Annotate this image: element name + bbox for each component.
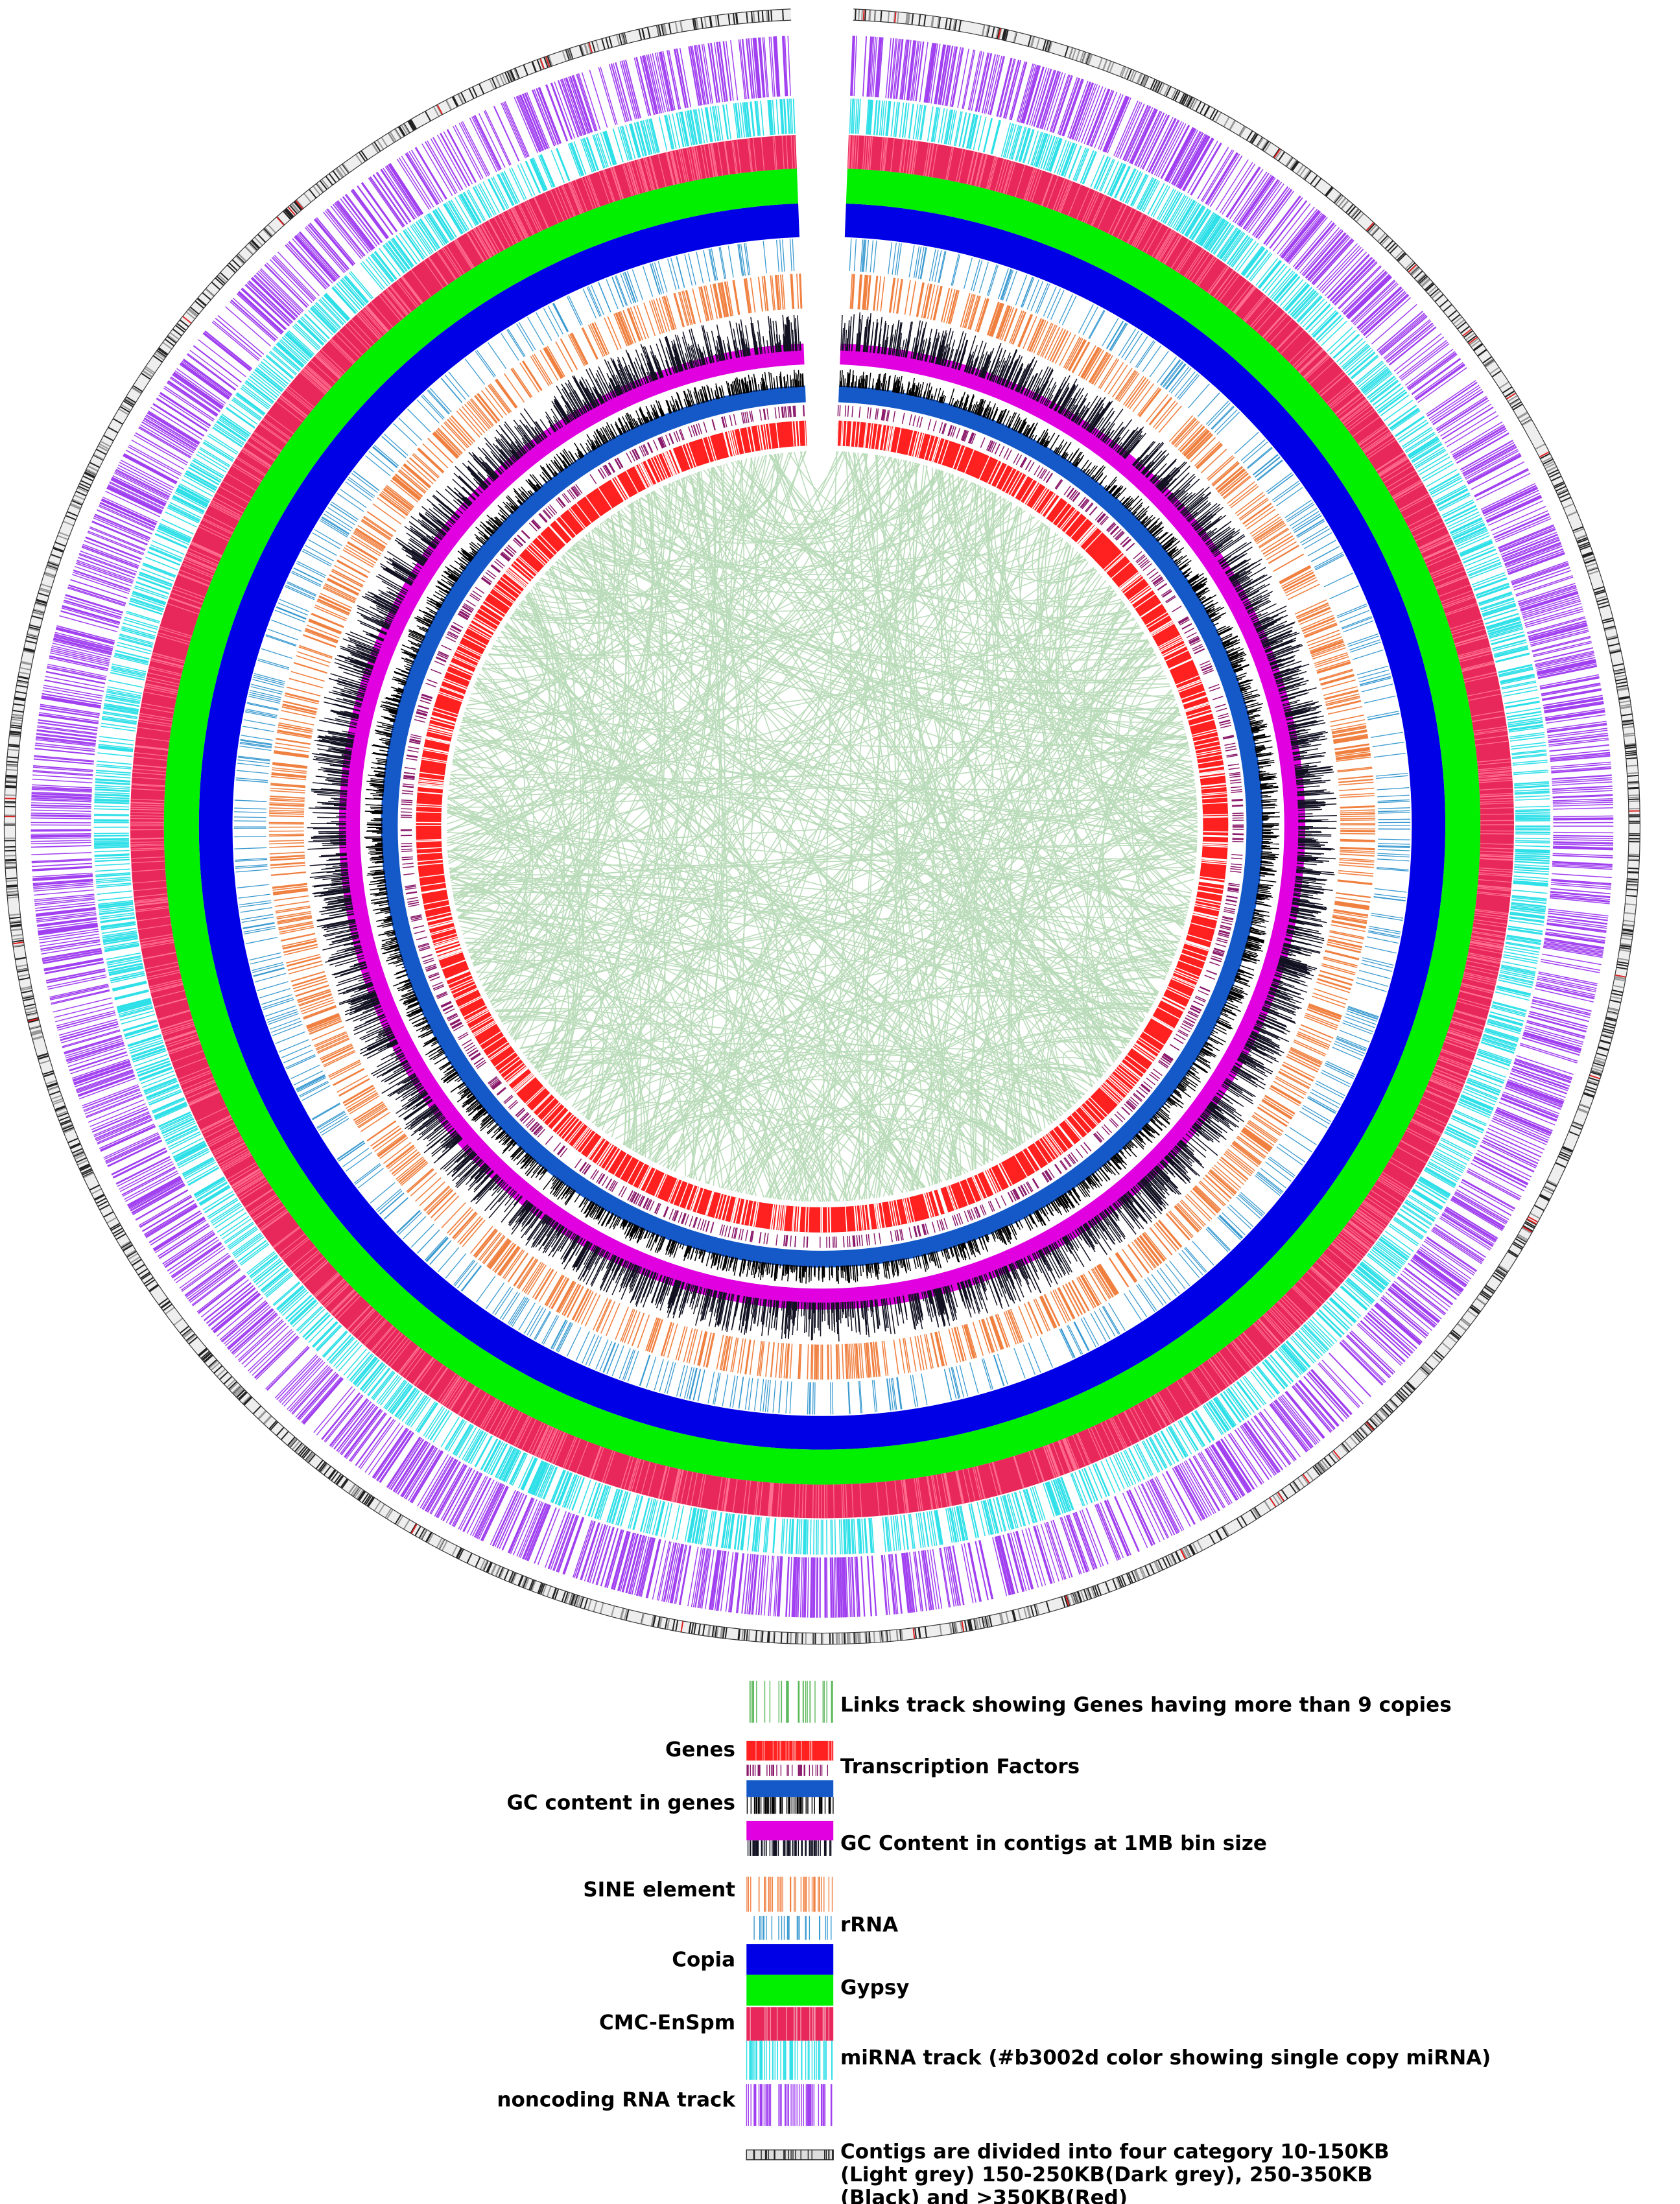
genes-texture [416,420,1229,1233]
contig-note: Contigs are divided into four category 1… [840,2140,1390,2163]
circos-rings [3,8,1640,1645]
swatch-gc-contig [746,1821,834,1841]
legend-label: rRNA [840,1914,898,1937]
legend-label: Genes [665,1738,735,1762]
swatch-gc-genes [746,1780,834,1797]
copia-track [198,203,1446,1450]
legend-label: SINE element [583,1878,735,1902]
gc-genes-spikes [364,369,1280,1284]
tf-track [400,405,1244,1248]
swatch-ncrna-lines [746,2084,833,2126]
contig-outline [3,8,1640,1645]
contig-outline [15,19,1629,1634]
links-track [446,451,1198,1202]
swatch-gc-genes-spikes-lines [746,1797,834,1814]
contig-dark [4,8,1640,1644]
rrna-track [233,239,1411,1415]
sine-track [268,273,1376,1380]
gypsy-track [163,168,1481,1485]
gc-genes-track [381,385,1264,1268]
swatch-sine-lines [746,1877,833,1912]
legend-label: GC Content in contigs at 1MB bin size [840,1832,1267,1855]
legend-label: Copia [672,1949,735,1972]
legend-label: GC content in genes [506,1792,735,1815]
legend-label: Links track showing Genes having more th… [840,1693,1452,1716]
cmc-texture [130,135,1515,1519]
swatch-contig [746,2149,834,2161]
swatch-contig-dark-lines [753,2150,833,2160]
swatch-mirna-lines [746,2041,833,2080]
gc-contig-spikes [307,312,1337,1342]
legend-label: CMC-EnSpm [599,2011,735,2035]
legend: Links track showing Genes having more th… [497,1681,1491,2204]
swatch-copia [746,1944,834,1975]
contig-red [4,9,1640,1639]
swatch-genes [746,1740,834,1761]
ncrna-track [30,35,1614,1618]
contig-note: (Light grey) 150-250KB(Dark grey), 250-3… [840,2163,1373,2186]
swatch-links-lines [749,1681,833,1723]
legend-label: miRNA track (#b3002d color showing singl… [840,2046,1491,2070]
swatch-tf-lines [746,1764,828,1776]
swatch-gc-contig-spikes-lines [747,1840,832,1856]
legend-label: Transcription Factors [840,1755,1080,1778]
gc-contig-track [338,343,1306,1310]
mirna-track [93,99,1551,1555]
swatch-genes-lines [755,1740,833,1761]
contig-note: (Black) and >350KB(Red) [840,2186,1128,2204]
swatch-rrna-lines [753,1915,832,1940]
swatch-cmc-lines [750,2007,829,2041]
swatch-cmc [746,2007,834,2041]
contig-grey [4,9,1640,1644]
legend-label: Gypsy [840,1976,910,2000]
legend-label: noncoding RNA track [497,2089,736,2112]
swatch-gypsy [746,1974,834,2006]
